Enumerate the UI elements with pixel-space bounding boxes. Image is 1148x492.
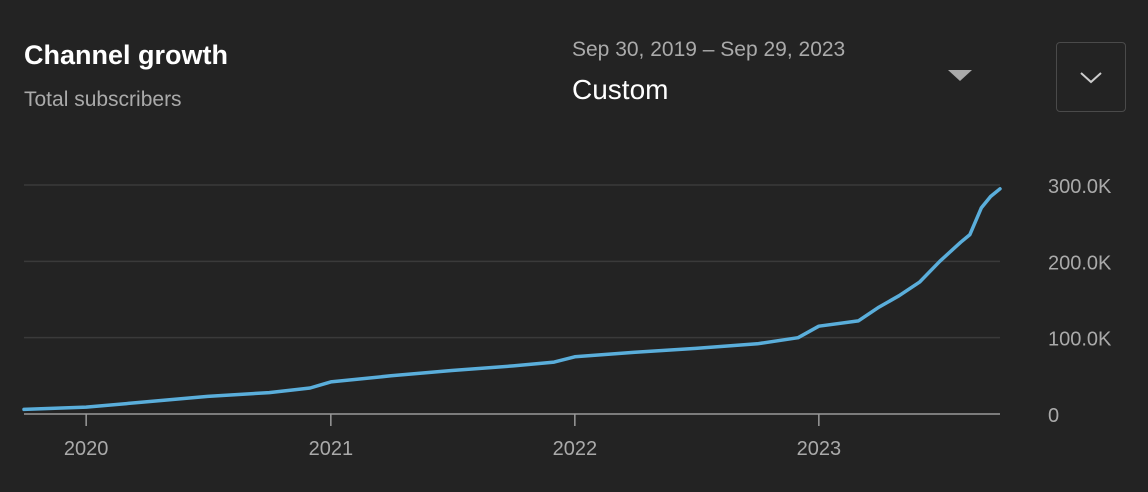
x-tick-label: 2022 — [553, 438, 598, 460]
expand-button[interactable] — [1056, 42, 1126, 112]
series-line — [22, 187, 1002, 412]
chart-subtitle: Total subscribers — [24, 88, 182, 111]
chevron-down-icon — [1080, 72, 1102, 84]
x-tick-label: 2023 — [797, 438, 842, 460]
y-tick-label: 100.0K — [1048, 329, 1112, 351]
y-tick-label: 200.0K — [1048, 252, 1112, 274]
date-range-text: Sep 30, 2019 – Sep 29, 2023 — [572, 38, 846, 61]
caret-down-icon — [948, 70, 972, 81]
date-range-selector[interactable]: Sep 30, 2019 – Sep 29, 2023 Custom — [572, 36, 992, 116]
y-tick-label: 0 — [1048, 405, 1059, 427]
x-tick-label: 2021 — [309, 438, 354, 460]
date-range-label: Custom — [572, 74, 669, 105]
x-tick-label: 2020 — [64, 438, 109, 460]
subscriber-line-chart: 0 100.0K 200.0K 300.0K 2020 2021 2022 2023 — [22, 176, 1112, 460]
y-tick-label: 300.0K — [1048, 176, 1112, 198]
chart-title: Channel growth — [24, 40, 228, 70]
